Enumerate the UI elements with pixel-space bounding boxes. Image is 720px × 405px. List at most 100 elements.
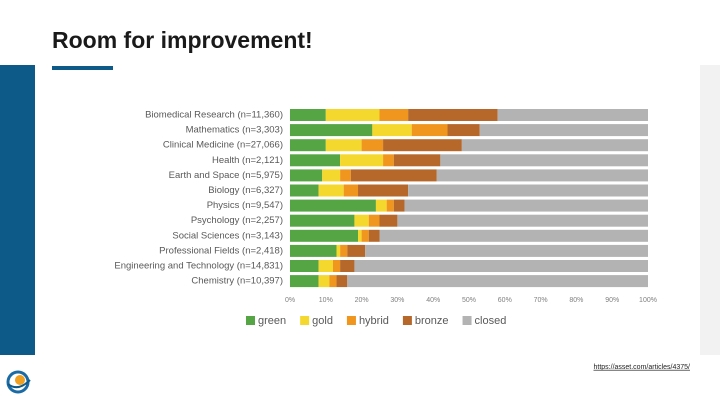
category-label: Mathematics (n=3,303) [186, 125, 283, 136]
bar-segment [375, 199, 387, 212]
category-label: Biology (n=6,327) [208, 185, 283, 196]
legend-label: gold [312, 315, 333, 327]
legend-swatch [246, 316, 255, 325]
bar-segment [411, 124, 448, 137]
bar-segment [383, 139, 462, 152]
category-label: Social Sciences (n=3,143) [172, 230, 283, 241]
bar-segment [290, 169, 323, 182]
category-label: Biomedical Research (n=11,360) [145, 110, 283, 121]
x-tick-label: 80% [569, 297, 583, 304]
bar-segment [393, 199, 405, 212]
legend-swatch [346, 316, 356, 325]
bar-segment [290, 199, 376, 212]
bar-segment [361, 229, 369, 242]
title-underline [52, 66, 113, 70]
bar-segment [343, 184, 359, 197]
bar-segment [290, 124, 373, 137]
x-tick-label: 90% [605, 297, 619, 304]
bar-segment [347, 244, 366, 257]
logo [6, 370, 31, 394]
bar-segment [340, 244, 348, 257]
legend-label: closed [475, 315, 507, 327]
bar-segment [332, 260, 341, 272]
category-label: Engineering and Technology (n=14,831) [114, 261, 283, 272]
bar-segment [354, 214, 369, 227]
category-label: Health (n=2,121) [212, 155, 283, 166]
bar-segment [290, 214, 355, 227]
bar-segment [336, 244, 341, 257]
bar-segment [347, 275, 648, 288]
x-tick-label: 100% [639, 297, 657, 304]
bar-segment [340, 260, 355, 272]
bar-segment [354, 260, 648, 272]
bar-segment [408, 184, 648, 197]
category-label: Psychology (n=2,257) [191, 215, 283, 226]
bar-segment [379, 229, 648, 242]
bar-segment [393, 154, 441, 167]
bar-segment [329, 275, 337, 288]
bar-segment [340, 154, 384, 167]
bar-segment [290, 260, 319, 272]
bar-segment [479, 124, 648, 137]
bar-segment [325, 109, 380, 121]
x-tick-label: 60% [498, 297, 512, 304]
bar-segment [404, 199, 648, 212]
bar-segment [368, 229, 380, 242]
x-tick-label: 10% [319, 297, 333, 304]
bar-segment [440, 154, 648, 167]
legend-swatch [402, 316, 412, 325]
bar-segment [290, 244, 337, 257]
side-band-right [700, 65, 720, 355]
bar-segment [350, 169, 437, 182]
legend-swatch [462, 316, 472, 325]
category-label: Clinical Medicine (n=27,066) [163, 140, 283, 151]
bar-segment [365, 244, 648, 257]
bar-segment [361, 139, 384, 152]
bar-segment [386, 199, 394, 212]
side-band [0, 65, 35, 355]
bar-segment [383, 154, 394, 167]
x-tick-label: 50% [462, 297, 476, 304]
bar-segment [322, 169, 341, 182]
category-label: Physics (n=9,547) [207, 200, 283, 211]
category-label: Chemistry (n=10,397) [191, 276, 283, 287]
legend-swatch [300, 316, 310, 325]
bar-segment [290, 229, 359, 242]
bar-segment [397, 214, 648, 227]
bar-segment [368, 214, 380, 227]
x-tick-label: 70% [534, 297, 548, 304]
bar-segment [318, 275, 330, 288]
bar-segment [318, 260, 333, 272]
bar-segment [379, 214, 398, 227]
bar-segment [358, 229, 362, 242]
x-tick-label: 30% [390, 297, 404, 304]
source-link[interactable]: https://asset.com/articles/4375/ [594, 364, 691, 371]
category-label: Earth and Space (n=5,975) [169, 170, 283, 181]
bar-segment [290, 109, 326, 121]
legend-label: green [258, 315, 286, 327]
bar-segment [447, 124, 480, 137]
legend-label: bronze [415, 315, 449, 327]
x-tick-label: 0% [285, 297, 295, 304]
bar-segment [408, 109, 498, 121]
category-label: Professional Fields (n=2,418) [159, 245, 283, 256]
bar-segment [290, 275, 319, 288]
bar-segment [372, 124, 412, 137]
bar-segment [497, 109, 648, 121]
bar-segment [358, 184, 409, 197]
bar-segment [379, 109, 409, 121]
bar-segment [290, 154, 341, 167]
bar-segment [336, 275, 348, 288]
bar-segment [461, 139, 648, 152]
slide-title: Room for improvement! [52, 27, 313, 53]
bar-segment [290, 184, 319, 197]
bar-segment [318, 184, 344, 197]
bar-segment [325, 139, 362, 152]
bar-segment [290, 139, 326, 152]
bar-segment [340, 169, 351, 182]
bar-segment [436, 169, 648, 182]
legend-label: hybrid [359, 315, 389, 327]
x-tick-label: 20% [355, 297, 369, 304]
x-tick-label: 40% [426, 297, 440, 304]
